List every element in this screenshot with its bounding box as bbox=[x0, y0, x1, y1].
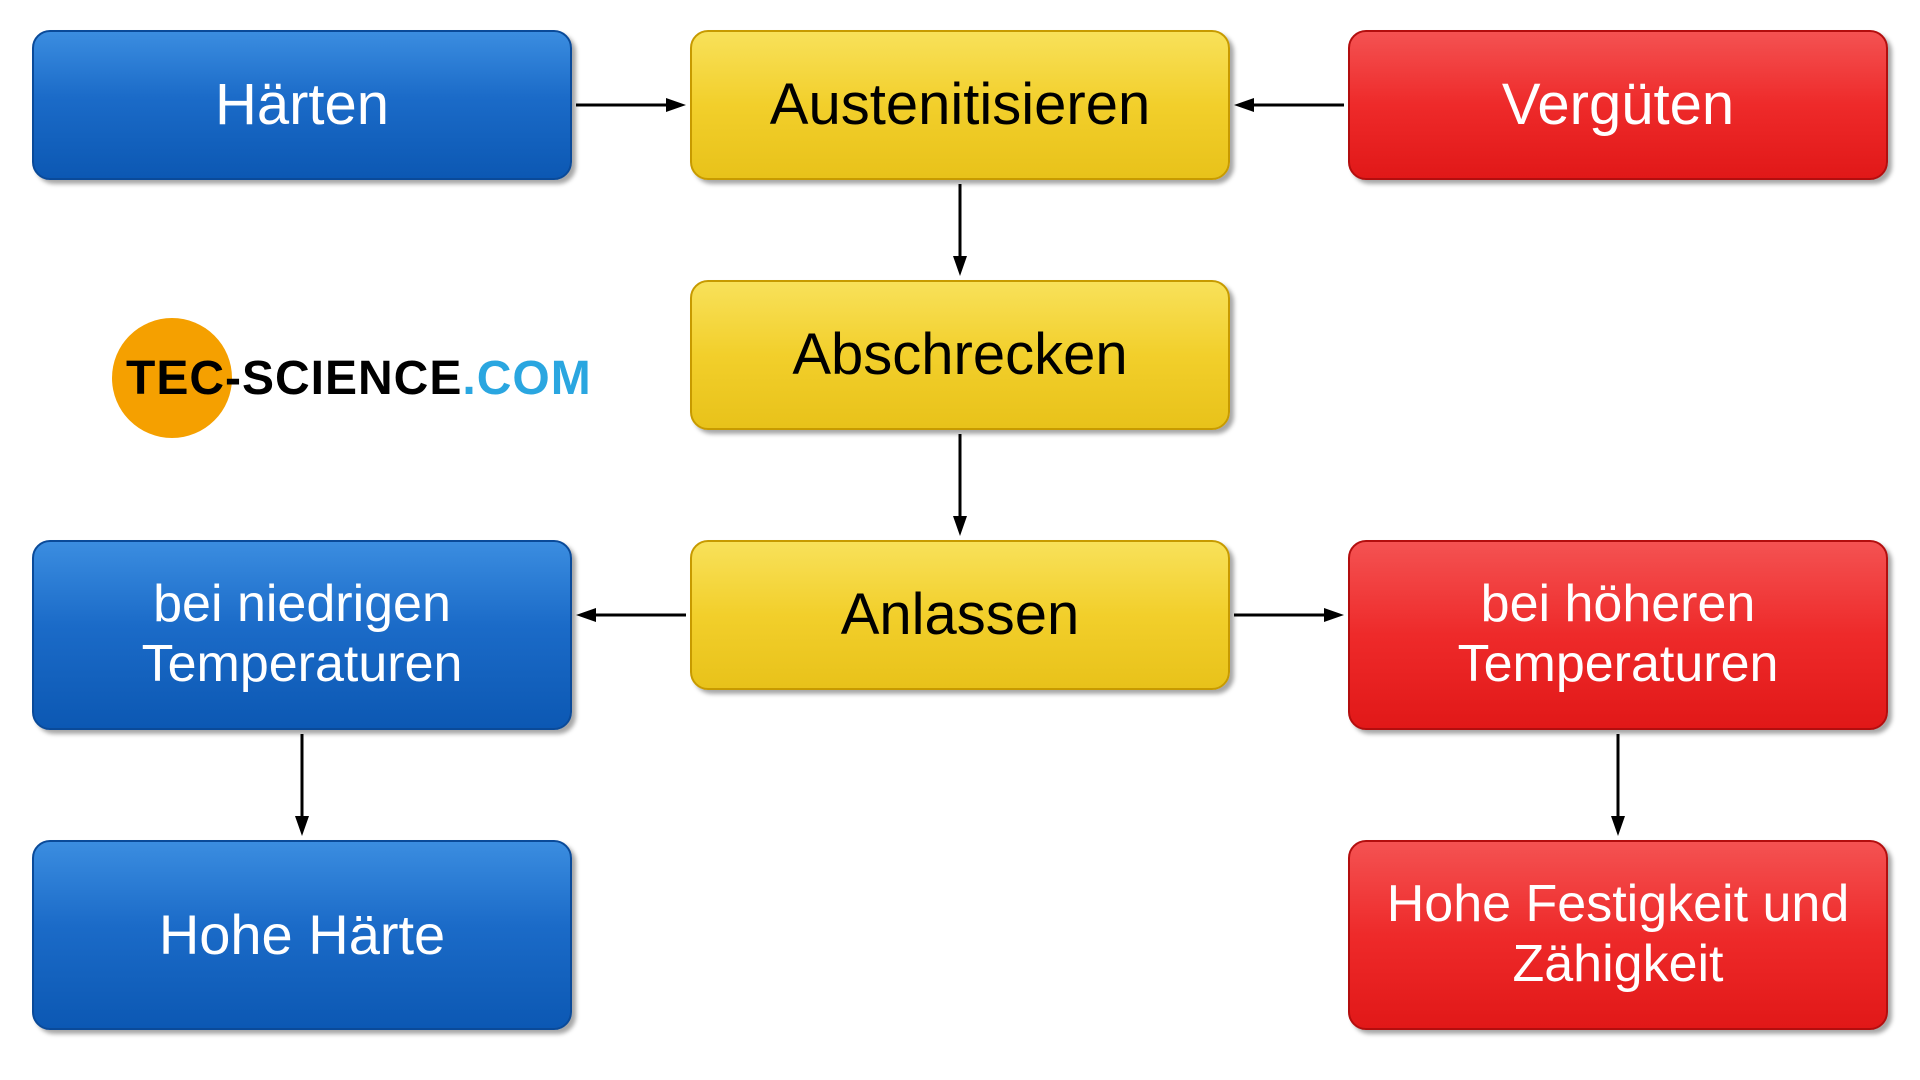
node-austenitisieren: Austenitisieren bbox=[690, 30, 1230, 180]
logo-text: TEC-SCIENCE.COM bbox=[126, 351, 592, 406]
node-label: Abschrecken bbox=[792, 322, 1127, 389]
node-label: bei niedrigenTemperaturen bbox=[142, 575, 463, 695]
node-niedrig: bei niedrigenTemperaturen bbox=[32, 540, 572, 730]
node-label: Härten bbox=[215, 72, 389, 139]
node-label: Anlassen bbox=[841, 582, 1080, 649]
node-abschrecken: Abschrecken bbox=[690, 280, 1230, 430]
node-hohe-fest: Hohe Festigkeit undZähigkeit bbox=[1348, 840, 1888, 1030]
node-haerten: Härten bbox=[32, 30, 572, 180]
node-label: Hohe Härte bbox=[159, 903, 445, 967]
node-hoeher: bei höherenTemperaturen bbox=[1348, 540, 1888, 730]
node-vergueten: Vergüten bbox=[1348, 30, 1888, 180]
node-anlassen: Anlassen bbox=[690, 540, 1230, 690]
node-label: Austenitisieren bbox=[770, 72, 1150, 139]
node-label: Vergüten bbox=[1502, 72, 1734, 139]
logo: TEC-SCIENCE.COM bbox=[108, 318, 592, 438]
node-label: Hohe Festigkeit undZähigkeit bbox=[1387, 875, 1850, 995]
node-label: bei höherenTemperaturen bbox=[1458, 575, 1779, 695]
node-hohe-haerte: Hohe Härte bbox=[32, 840, 572, 1030]
